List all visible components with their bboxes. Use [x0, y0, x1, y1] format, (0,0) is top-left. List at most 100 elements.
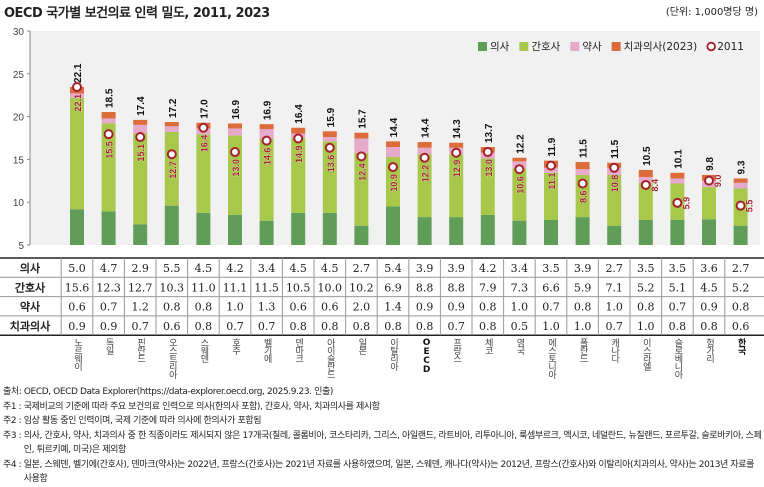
table-cell: 12.3	[96, 281, 121, 294]
y-tick-label: 30	[13, 27, 25, 38]
table-cell: 11.0	[191, 281, 216, 294]
table-cell: 0.9	[416, 301, 434, 314]
table-cell: 3.4	[258, 262, 276, 275]
table-cell: 3.9	[416, 262, 434, 275]
table-cell: 3.5	[637, 262, 655, 275]
category-label: 에스토니아	[546, 338, 556, 378]
bar-segment-치과의사(2023)	[228, 123, 242, 129]
y-tick-label: 25	[13, 70, 25, 81]
note: 주1 : 국제비교의 기준에 따라 주요 보건의료 인력으로 의사(한의사 포함…	[3, 400, 763, 415]
note-key: 주2 :	[3, 416, 24, 426]
table-cell: 4.2	[479, 262, 497, 275]
total-label: 13.7	[484, 123, 495, 143]
note-text: OECD, OECD Data Explorer(https://data-ex…	[23, 387, 334, 397]
category-label: OECD	[421, 338, 432, 374]
table-cell: 2.7	[732, 262, 750, 275]
chart: 5 10 15 20 25 30 22.1 22.1 18.5 15.5 17.4 15.1 17.2 1…	[0, 27, 764, 336]
category-label: 핀란드	[135, 338, 146, 362]
category-label: 이탈리아	[388, 338, 398, 370]
total-label: 16.4	[294, 104, 305, 124]
marker-2011-label: 12.7	[168, 161, 178, 179]
table-cell: 4.5	[700, 281, 718, 294]
marker-2011-label: 10.9	[389, 174, 399, 192]
table-cell: 0.8	[289, 320, 307, 333]
table-cell: 10.2	[349, 281, 374, 294]
note-key: 주1 :	[3, 401, 24, 412]
bar-segment-의사	[575, 217, 590, 245]
bar-segment-간호사	[480, 158, 495, 215]
marker-2011	[419, 152, 430, 163]
table-cell: 0.7	[100, 301, 118, 314]
table-cell: 0.6	[732, 320, 750, 333]
bar-segment-치과의사(2023)	[133, 119, 148, 125]
marker-2011-label: 13.0	[484, 159, 494, 177]
table-cell: 1.0	[574, 320, 592, 333]
table-cell: 4.7	[100, 262, 118, 275]
marker-2011	[609, 162, 620, 173]
bar-segment-의사	[70, 209, 84, 245]
total-label: 9.3	[737, 160, 748, 174]
marker-2011-label: 13.6	[326, 155, 336, 173]
marker-2011-label: 12.4	[357, 163, 367, 181]
marker-2011	[261, 135, 272, 146]
table-cell: 1.0	[637, 320, 655, 333]
bar-segment-치과의사(2023)	[291, 127, 306, 134]
table-cell: 6.6	[542, 281, 560, 294]
table-cell: 8.8	[416, 281, 434, 294]
table-cell: 0.8	[416, 320, 434, 333]
marker-2011	[103, 129, 114, 140]
table-cell: 0.8	[479, 301, 497, 314]
table-cell: 0.8	[384, 320, 402, 333]
note-text: 일본, 스웨덴, 벨기에(간호사), 덴마크(약사)는 2022년, 프랑스(간…	[23, 459, 755, 485]
table-cell: 5.2	[732, 281, 750, 294]
table-cell: 3.9	[574, 262, 592, 275]
bar-segment-약사	[670, 178, 685, 184]
table-cell: 0.5	[511, 320, 529, 333]
category-label: 스웨덴	[198, 338, 209, 362]
table-cell: 4.5	[195, 262, 213, 275]
marker-2011	[546, 160, 556, 171]
legend-label: 치과의사(2023)	[624, 41, 698, 53]
legend-label: 2011	[717, 41, 744, 53]
marker-2011-label: 8.6	[579, 191, 589, 204]
marker-2011	[356, 151, 367, 162]
marker-2011-label: 10.6	[515, 176, 525, 194]
table-cell: 0.8	[163, 301, 181, 314]
table-cell: 2.7	[605, 262, 623, 275]
marker-2011	[72, 81, 82, 92]
bar-segment-간호사	[291, 137, 306, 213]
total-label: 11.9	[547, 137, 558, 156]
total-label: 15.9	[326, 107, 337, 127]
y-tick-label: 5	[18, 241, 24, 252]
bar-segment-치과의사(2023)	[575, 162, 590, 170]
table-cell: 1.4	[384, 301, 402, 314]
bar-segment-의사	[228, 214, 242, 245]
table-cell: 5.1	[669, 281, 687, 294]
table-cell: 6.9	[384, 281, 402, 294]
legend-label: 약사	[582, 41, 602, 53]
bar-segment-약사	[228, 128, 242, 136]
marker-2011	[482, 147, 493, 158]
table-cell: 1.0	[511, 301, 529, 314]
table-cell: 7.3	[511, 281, 529, 294]
note-key: 주4 :	[3, 459, 24, 470]
bar-segment-의사	[702, 219, 716, 245]
table-cell: 0.8	[195, 320, 213, 333]
unit-label: (단위: 1,000명당 명)	[665, 7, 758, 18]
table-cell: 0.7	[258, 320, 276, 333]
category-label: 오스트리아	[166, 338, 177, 378]
marker-2011-label: 9.0	[713, 175, 723, 188]
bar-segment-의사	[354, 225, 369, 245]
table-cell: 0.6	[68, 301, 86, 314]
chart-title: OECD 국가별 보건의료 인력 밀도, 2011, 2023	[4, 6, 270, 21]
bar-segment-간호사	[638, 182, 653, 220]
table-cell: 0.8	[700, 320, 718, 333]
bar-segment-의사	[607, 225, 622, 245]
marker-2011-label: 5.9	[681, 197, 691, 210]
total-label: 11.5	[610, 139, 621, 158]
bar-segment-간호사	[196, 134, 211, 213]
legend-swatch	[478, 42, 487, 51]
bar-segment-치과의사(2023)	[670, 172, 685, 179]
table-cell: 0.9	[447, 301, 465, 314]
marker-2011	[640, 179, 651, 190]
